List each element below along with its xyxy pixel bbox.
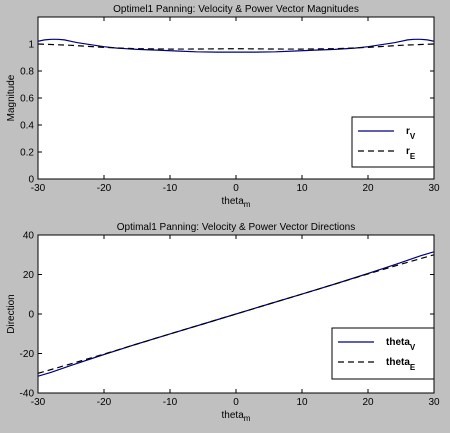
- legend-label: thetaE: [386, 357, 416, 372]
- legend-label-sub: V: [410, 132, 416, 141]
- series-line-theta-V: [38, 251, 434, 377]
- y-axis-label: Magnitude: [6, 74, 17, 121]
- y-tick-label: 0.4: [20, 121, 34, 132]
- legend-label: rE: [406, 146, 416, 161]
- x-axis-label-sub: m: [244, 414, 251, 423]
- x-axis-label-sub: m: [244, 200, 251, 209]
- legend-box: [351, 116, 435, 168]
- legend-label-sub: E: [410, 363, 416, 372]
- chart-title: Optimel1 Panning: Velocity & Power Vecto…: [113, 4, 359, 15]
- y-tick-label: 1: [28, 40, 34, 51]
- x-tick-label: 20: [362, 397, 374, 408]
- x-tick-label: -30: [31, 183, 46, 194]
- series-line-theta-E: [38, 254, 434, 374]
- legend-box: [331, 327, 435, 380]
- legend-label-sub: E: [410, 152, 416, 161]
- y-tick-label: 0.8: [20, 67, 34, 78]
- x-tick-label: -10: [163, 183, 178, 194]
- x-axis-label-main: theta: [222, 196, 245, 207]
- x-tick-label: -20: [97, 183, 112, 194]
- x-tick-label: 10: [296, 183, 308, 194]
- y-tick-label: 0: [28, 175, 34, 186]
- y-tick-label: -40: [20, 389, 35, 400]
- y-tick-label: 0.2: [20, 148, 34, 159]
- x-tick-label: -30: [31, 397, 46, 408]
- y-tick-label: 40: [23, 231, 35, 242]
- x-tick-label: 10: [296, 397, 308, 408]
- x-axis-label-main: theta: [222, 410, 245, 421]
- chart-2: Optimal1 Panning: Velocity & Power Vecto…: [6, 222, 440, 423]
- x-tick-label: 0: [233, 183, 239, 194]
- y-tick-label: -20: [20, 349, 35, 360]
- legend-label-main: r: [406, 146, 410, 157]
- chart-title: Optimal1 Panning: Velocity & Power Vecto…: [117, 222, 355, 233]
- legend-label-main: theta: [386, 337, 410, 348]
- chart-1: Optimel1 Panning: Velocity & Power Vecto…: [6, 4, 440, 209]
- x-tick-label: 0: [233, 397, 239, 408]
- x-tick-label: 20: [362, 183, 374, 194]
- legend-label: rV: [406, 126, 416, 141]
- x-tick-label: -20: [97, 397, 112, 408]
- legend-label: thetaV: [386, 337, 416, 352]
- y-tick-label: 0: [28, 310, 34, 321]
- legend-label-main: r: [406, 126, 410, 137]
- x-tick-label: 30: [428, 183, 440, 194]
- y-tick-label: 0.6: [20, 94, 34, 105]
- series-line-r-V: [38, 38, 434, 53]
- x-tick-label: -10: [163, 397, 178, 408]
- x-axis-label: thetam: [222, 410, 251, 423]
- legend-label-sub: V: [410, 343, 416, 352]
- y-axis-label: Direction: [6, 294, 17, 333]
- legend-label-main: theta: [386, 357, 410, 368]
- y-tick-label: 20: [23, 270, 35, 281]
- series-line-r-E: [38, 43, 434, 50]
- x-axis-label: thetam: [222, 196, 251, 209]
- x-tick-label: 30: [428, 397, 440, 408]
